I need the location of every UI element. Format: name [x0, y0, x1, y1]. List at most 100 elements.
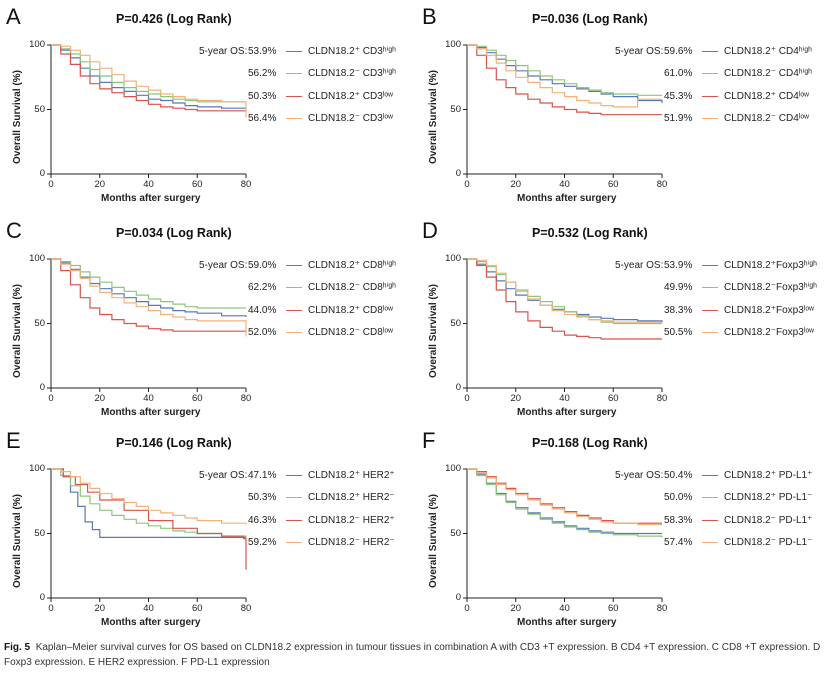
chart-title: P=0.036 (Log Rank): [532, 12, 648, 26]
legend-series-name: CLDN18.2⁺ PD-L1⁺: [724, 469, 813, 481]
x-tick-label: 0: [464, 179, 470, 190]
legend-os-value: 58.3%: [664, 514, 693, 526]
legend-os-value: 59.2%: [248, 537, 277, 549]
km-curve-orange: [51, 468, 247, 525]
x-tick-label: 40: [559, 603, 570, 614]
legend-os-value: 56.4%: [248, 113, 277, 125]
legend-entry: 59.2% CLDN18.2⁻ HER2⁻: [199, 532, 395, 555]
legend-series-name: CLDN18.2⁻Foxp3ʰⁱᵍʰ: [724, 282, 817, 294]
x-tick-label: 80: [240, 603, 252, 614]
legend-os-value: 50.3%: [248, 492, 277, 504]
x-tick-label: 60: [607, 179, 619, 190]
legend-swatch: [286, 332, 302, 334]
x-tick-label: 40: [143, 603, 154, 614]
x-tick-label: 20: [94, 179, 106, 190]
y-tick-label: 100: [29, 463, 45, 474]
legend-os-label: 5-year OS:: [615, 259, 664, 271]
y-tick-label: 100: [445, 39, 461, 50]
legend-os-value: 50.3%: [248, 90, 277, 102]
legend-series-name: CLDN18.2⁺Foxp3ʰⁱᵍʰ: [724, 259, 817, 271]
legend-swatch: [702, 309, 718, 311]
y-axis-label: Overall Survival (%): [12, 70, 23, 164]
km-plot: [47, 468, 247, 602]
legend-entry: 5-year OS: 53.9% CLDN18.2⁺Foxp3ʰⁱᵍʰ: [615, 254, 817, 277]
legend-swatch: [702, 519, 718, 521]
legend-swatch: [702, 287, 718, 289]
km-curve-blue: [51, 44, 246, 109]
legend-swatch: [702, 497, 718, 499]
legend: 5-year OS: 50.4% CLDN18.2⁺ PD-L1⁺ 50.0% CLDN…: [615, 464, 812, 554]
legend-series-name: CLDN18.2⁻ PD-L1⁺: [724, 514, 813, 526]
legend-entry: 57.4% CLDN18.2⁻ PD-L1⁻: [615, 532, 812, 555]
legend-entry: 58.3% CLDN18.2⁻ PD-L1⁺: [615, 509, 812, 532]
x-tick-label: 60: [607, 603, 619, 614]
legend-series-name: CLDN18.2⁻ CD3ˡᵒʷ: [308, 113, 393, 125]
figure-caption: Fig. 5 Kaplan–Meier survival curves for …: [4, 641, 824, 670]
legend-swatch: [702, 264, 718, 266]
km-curve-orange: [467, 44, 662, 108]
x-axis-label: Months after surgery: [517, 407, 617, 418]
y-tick-label: 0: [455, 168, 461, 179]
legend-entry: 62.2% CLDN18.2⁻ CD8ʰⁱᵍʰ: [199, 277, 396, 300]
legend-os-value: 49.9%: [664, 282, 693, 294]
km-curve-orange: [51, 44, 247, 118]
chart-title: P=0.034 (Log Rank): [116, 226, 232, 240]
legend-series-name: CLDN18.2⁺Foxp3ˡᵒʷ: [724, 304, 814, 316]
legend-series-name: CLDN18.2⁺ CD3ʰⁱᵍʰ: [308, 45, 396, 57]
y-tick-label: 100: [29, 253, 45, 264]
legend-series-name: CLDN18.2⁻Foxp3ˡᵒʷ: [724, 327, 814, 339]
y-tick-label: 0: [39, 592, 45, 603]
y-axis-label: Overall Survival (%): [12, 494, 23, 588]
legend-swatch: [286, 118, 302, 120]
legend-series-name: CLDN18.2⁺ CD8ʰⁱᵍʰ: [308, 259, 396, 271]
legend-entry: 50.3% CLDN18.2⁺ CD3ˡᵒʷ: [199, 85, 396, 108]
legend-os-value: 45.3%: [664, 90, 693, 102]
legend-os-value: 50.5%: [664, 327, 693, 339]
panel-letter: A: [6, 4, 21, 29]
x-tick-label: 80: [656, 179, 668, 190]
y-tick-label: 0: [39, 168, 45, 179]
x-tick-label: 40: [143, 393, 154, 404]
legend-series-name: CLDN18.2⁺ PD-L1⁻: [724, 492, 813, 504]
km-curve-green: [51, 258, 246, 309]
legend-series-name: CLDN18.2⁻ PD-L1⁻: [724, 537, 813, 549]
x-tick-label: 0: [464, 393, 470, 404]
legend-entry: 56.4% CLDN18.2⁻ CD3ˡᵒʷ: [199, 108, 396, 131]
chart-title: P=0.532 (Log Rank): [532, 226, 648, 240]
legend-swatch: [286, 287, 302, 289]
panel-letter: D: [422, 218, 438, 243]
legend: 5-year OS: 47.1% CLDN18.2⁺ HER2⁺ 50.3% CLDN1…: [199, 464, 395, 554]
legend-entry: 5-year OS: 47.1% CLDN18.2⁺ HER2⁺: [199, 464, 395, 487]
x-tick-label: 80: [240, 393, 252, 404]
legend-series-name: CLDN18.2⁻ CD4ˡᵒʷ: [724, 113, 809, 125]
legend-os-value: 51.9%: [664, 113, 693, 125]
legend-series-name: CLDN18.2⁻ CD3ʰⁱᵍʰ: [308, 68, 396, 80]
y-tick-label: 100: [445, 253, 461, 264]
y-tick-label: 100: [29, 39, 45, 50]
x-tick-label: 40: [143, 179, 154, 190]
legend-series-name: CLDN18.2⁺ CD4ʰⁱᵍʰ: [724, 45, 812, 57]
legend-os-label: 5-year OS:: [615, 45, 664, 57]
legend-series-name: CLDN18.2⁺ HER2⁺: [308, 469, 395, 481]
legend-swatch: [286, 264, 302, 266]
x-tick-label: 60: [607, 393, 619, 404]
x-tick-label: 0: [48, 179, 54, 190]
legend-swatch: [286, 95, 302, 97]
km-curve-green: [467, 44, 662, 96]
km-curve-red: [51, 258, 246, 332]
legend-series-name: CLDN18.2⁺ CD8ˡᵒʷ: [308, 304, 393, 316]
chart-title: P=0.146 (Log Rank): [116, 436, 232, 450]
x-axis-label: Months after surgery: [101, 407, 201, 418]
legend-swatch: [286, 73, 302, 75]
x-tick-label: 20: [510, 179, 522, 190]
legend-entry: 51.9% CLDN18.2⁻ CD4ˡᵒʷ: [615, 108, 812, 131]
panel-b: B P=0.036 (Log Rank) 5-year OS: 59.6% CLDN…: [422, 4, 827, 214]
y-axis-label: Overall Survival (%): [428, 70, 439, 164]
legend-swatch: [702, 73, 718, 75]
y-tick-label: 50: [34, 527, 45, 539]
legend-entry: 46.3% CLDN18.2⁻ HER2⁺: [199, 509, 395, 532]
y-tick-label: 50: [34, 103, 45, 115]
panel-letter: C: [6, 218, 22, 243]
legend-swatch: [702, 95, 718, 97]
legend-series-name: CLDN18.2⁻ CD4ʰⁱᵍʰ: [724, 68, 812, 80]
